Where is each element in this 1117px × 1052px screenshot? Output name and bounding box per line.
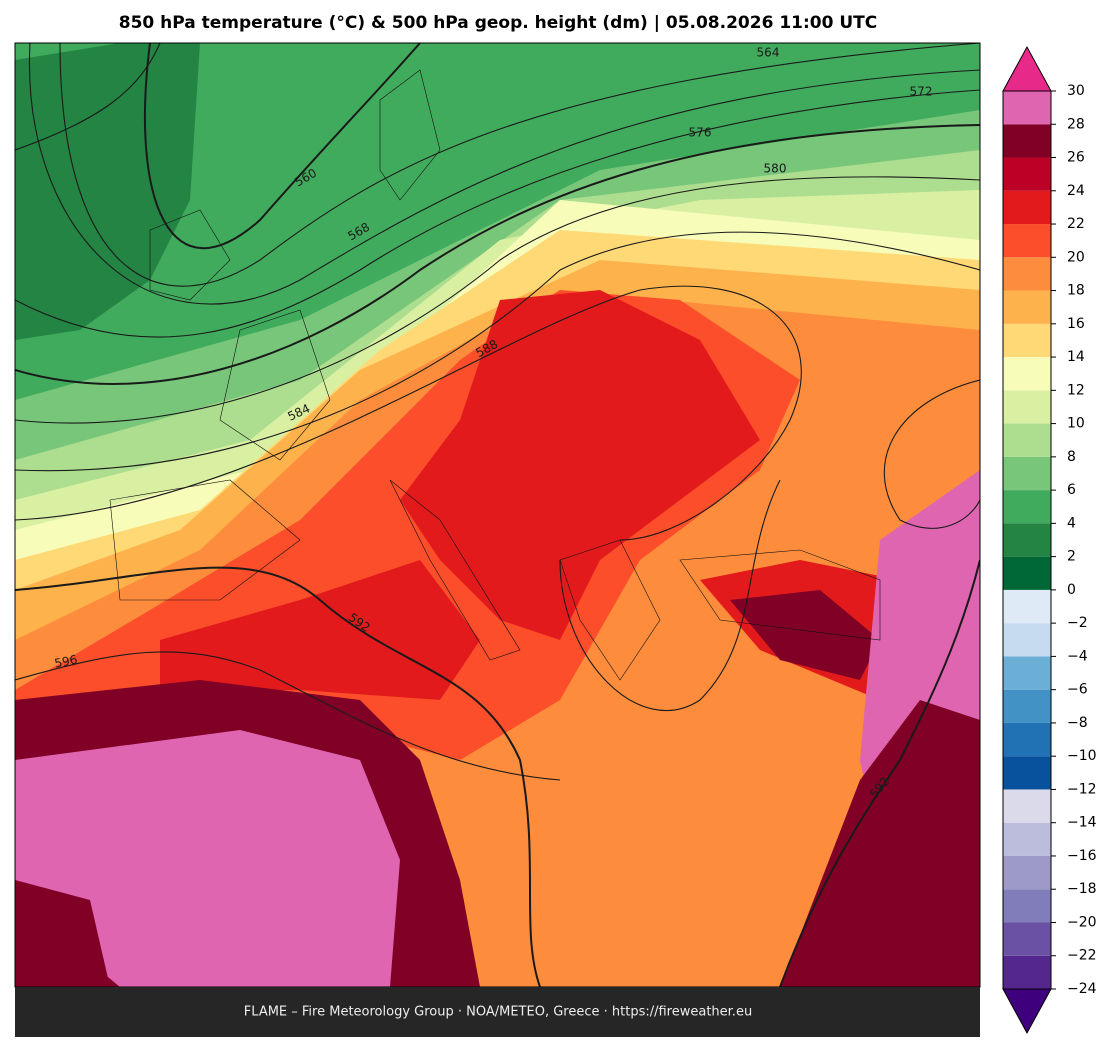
- temperature-field: [780, 700, 980, 987]
- temperature-field: [15, 43, 200, 340]
- colorbar-level: [1003, 822, 1051, 856]
- colorbar-tick-label: 24: [1067, 183, 1085, 199]
- contour-line: [144, 43, 421, 250]
- colorbar-level: [1003, 91, 1051, 125]
- contour-line: [15, 176, 980, 424]
- colorbar-level: [1003, 290, 1051, 324]
- footer-band: [15, 987, 980, 1037]
- colorbar-level: [1003, 456, 1051, 491]
- map: 564 572 576 580 560 568 588 584 592 596 …: [15, 43, 980, 987]
- colorbar-level: [1003, 889, 1051, 923]
- contour-line: [883, 379, 980, 529]
- map-title: 850 hPa temperature (°C) & 500 hPa geop.…: [119, 13, 878, 33]
- colorbar-level: [1003, 190, 1051, 225]
- contour-label: 580: [764, 162, 787, 176]
- colorbar-extend-above: [1002, 45, 1052, 92]
- coastline: [109, 69, 881, 681]
- contour-label: 576: [689, 126, 712, 140]
- colorbar-tick-label: 4: [1067, 515, 1076, 531]
- colorbar-frame: [1002, 90, 1052, 990]
- colorbar-level: [1003, 722, 1051, 757]
- colorbar-level: [1003, 922, 1051, 956]
- colorbar-level: [1003, 623, 1051, 657]
- temperature-field: [160, 560, 480, 700]
- contour-label: 564: [757, 46, 780, 60]
- colorbar-level: [1003, 756, 1051, 790]
- colorbar-tick-label: 28: [1067, 116, 1085, 132]
- footer-text: FLAME – Fire Meteorology Group · NOA/MET…: [244, 1005, 752, 1020]
- colorbar-tick-label: −18: [1067, 881, 1097, 897]
- contour-line: [15, 285, 802, 541]
- colorbar-tick-label: −20: [1067, 914, 1097, 930]
- contour-line: [15, 89, 980, 338]
- contour-line: [15, 124, 980, 385]
- contour-line: [15, 566, 541, 987]
- colorbar-tick-label: 2: [1067, 549, 1076, 565]
- colorbar-level: [1003, 523, 1051, 557]
- colorbar-tick-label: −16: [1067, 848, 1097, 864]
- colorbar-level: [1003, 157, 1051, 191]
- colorbar-level: [1003, 124, 1051, 158]
- contour-label: 596: [53, 652, 78, 670]
- colorbar-tick-label: 30: [1067, 83, 1085, 99]
- contour-line: [15, 231, 980, 472]
- colorbar-level: [1003, 689, 1051, 723]
- colorbar-tick-label: −24: [1067, 981, 1097, 997]
- contour-line: [15, 43, 161, 151]
- temperature-field: [15, 880, 110, 987]
- colorbar-tick-label: −10: [1067, 748, 1097, 764]
- colorbar-level: [1003, 656, 1051, 690]
- colorbar-tick-label: 0: [1067, 582, 1076, 598]
- colorbar-tick-label: 12: [1067, 382, 1085, 398]
- colorbar: −24−22−20−18−16−14−12−10−8−6−4−202468101…: [1002, 45, 1097, 1035]
- colorbar-tick-label: 14: [1067, 349, 1085, 365]
- contour-line: [15, 651, 561, 781]
- colorbar-tick-label: 16: [1067, 316, 1085, 332]
- colorbar-level: [1003, 855, 1051, 890]
- colorbar-tick-label: −4: [1067, 648, 1088, 664]
- temperature-field: [400, 290, 760, 640]
- colorbar-tick-label: 26: [1067, 150, 1085, 166]
- temperature-field: [15, 730, 400, 987]
- temperature-field: [520, 760, 860, 987]
- colorbar-tick-label: −8: [1067, 715, 1088, 731]
- colorbar-level: [1003, 556, 1051, 590]
- colorbar-tick-label: 8: [1067, 449, 1076, 465]
- colorbar-tick-label: −14: [1067, 815, 1097, 831]
- contour-line: [559, 479, 781, 712]
- colorbar-tick-label: −2: [1067, 615, 1088, 631]
- colorbar-level: [1003, 789, 1051, 823]
- colorbar-tick-label: 22: [1067, 216, 1085, 232]
- colorbar-tick-label: −12: [1067, 781, 1097, 797]
- colorbar-tick-label: −6: [1067, 682, 1088, 698]
- contour-line: [28, 43, 980, 305]
- contour-line: [59, 43, 980, 287]
- colorbar-level: [1003, 390, 1051, 424]
- colorbar-tick-label: −22: [1067, 948, 1097, 964]
- colorbar-level: [1003, 357, 1051, 391]
- colorbar-tick-label: 18: [1067, 283, 1085, 299]
- colorbar-level: [1003, 224, 1051, 258]
- colorbar-level: [1003, 955, 1051, 989]
- temperature-field: [730, 590, 880, 680]
- contour-line: [779, 559, 980, 987]
- contour-label: 572: [910, 85, 933, 99]
- colorbar-level: [1003, 490, 1051, 524]
- colorbar-tick-label: 20: [1067, 249, 1085, 265]
- colorbar-level: [1003, 589, 1051, 624]
- colorbar-level: [1003, 323, 1051, 358]
- colorbar-level: [1003, 423, 1051, 457]
- colorbar-extend-below: [1002, 988, 1052, 1035]
- colorbar-tick-label: 6: [1067, 482, 1076, 498]
- colorbar-level: [1003, 257, 1051, 291]
- colorbar-tick-label: 10: [1067, 416, 1085, 432]
